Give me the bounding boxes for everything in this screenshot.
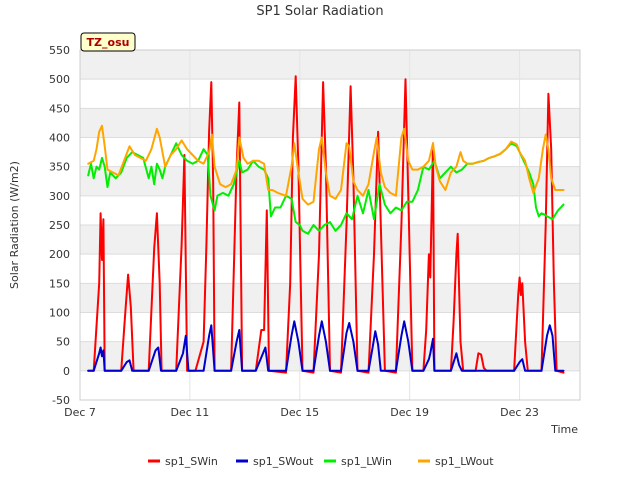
legend-label-sp1_LWin: sp1_LWin xyxy=(341,455,392,468)
x-tick-label: Dec 7 xyxy=(64,406,96,419)
x-tick-label: Dec 11 xyxy=(170,406,209,419)
y-tick-label: 500 xyxy=(49,73,70,86)
y-axis-ticks: -50 0 50 100 150 200 250 300 350 400 450 500 550 xyxy=(49,44,70,407)
grid-band xyxy=(80,50,580,80)
y-tick-label: 400 xyxy=(49,132,70,145)
series-line-sp1_LWout xyxy=(87,124,565,206)
badge-text: TZ_osu xyxy=(87,36,130,49)
y-axis-label: Solar Radiation (W/m2) xyxy=(8,161,21,289)
timezone-badge: TZ_osu xyxy=(80,32,136,52)
y-tick-label: 250 xyxy=(49,219,70,232)
x-axis-label: Time xyxy=(550,423,578,436)
grid-band xyxy=(80,283,580,313)
y-tick-label: 550 xyxy=(49,44,70,57)
legend-label-sp1_SWout: sp1_SWout xyxy=(253,455,314,468)
legend-label-sp1_SWin: sp1_SWin xyxy=(165,455,218,468)
y-tick-label: 150 xyxy=(49,277,70,290)
series-line-sp1_SWout xyxy=(87,320,565,372)
x-tick-label: Dec 23 xyxy=(500,406,539,419)
legend-label-sp1_LWout: sp1_LWout xyxy=(435,455,494,468)
y-tick-label: 450 xyxy=(49,102,70,115)
y-tick-label: 100 xyxy=(49,307,70,320)
chart-title: SP1 Solar Radiation xyxy=(256,4,383,19)
y-tick-label: -50 xyxy=(52,394,70,407)
x-tick-label: Dec 19 xyxy=(390,406,429,419)
y-tick-label: 200 xyxy=(49,248,70,261)
badge-box xyxy=(80,32,136,52)
series-lines xyxy=(87,75,565,374)
y-tick-label: 350 xyxy=(49,161,70,174)
x-tick-label: Dec 15 xyxy=(280,406,319,419)
x-axis-ticks: Dec 7 Dec 11 Dec 15 Dec 19 Dec 23 xyxy=(64,406,539,419)
plot-frame xyxy=(79,49,581,401)
y-tick-label: 0 xyxy=(63,365,70,378)
grid-band xyxy=(80,108,580,138)
y-tick-label: 300 xyxy=(49,190,70,203)
grid-band xyxy=(80,225,580,255)
y-tick-label: 50 xyxy=(56,336,70,349)
legend: sp1_SWin sp1_SWout sp1_LWin sp1_LWout xyxy=(148,455,494,468)
